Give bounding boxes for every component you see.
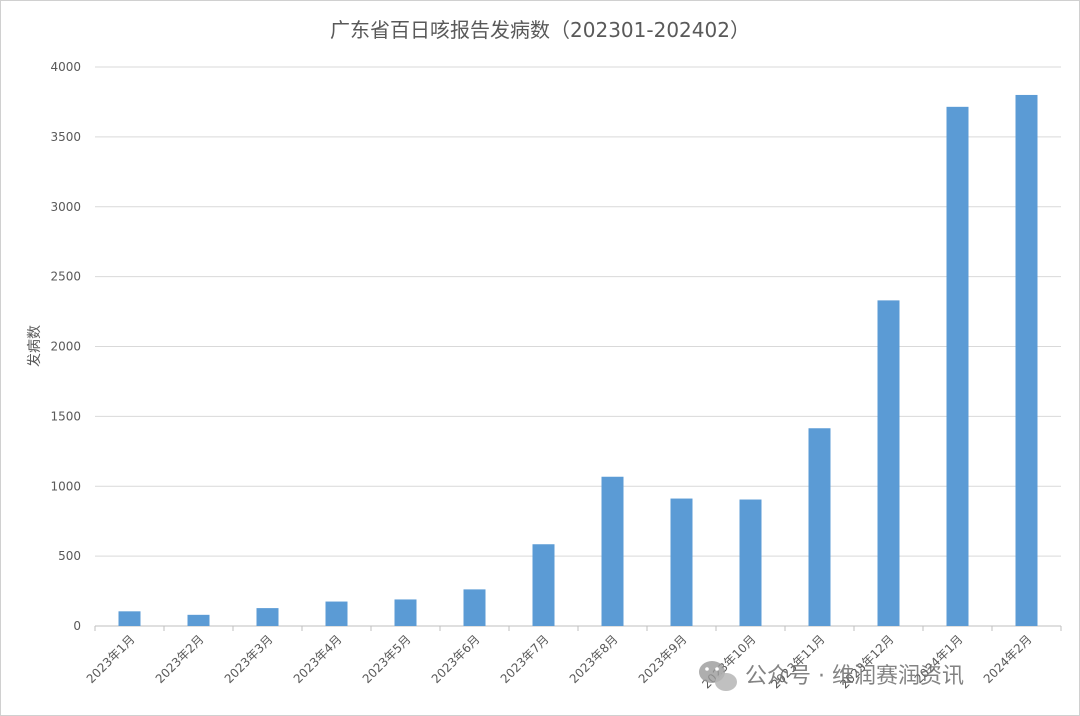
bars [118, 94, 1038, 627]
y-tick-label: 2000 [50, 340, 81, 354]
watermark: 公众号 · 维润赛润资讯 [699, 661, 964, 691]
x-tick-label: 2023年1月 [84, 632, 138, 686]
bar [1015, 94, 1038, 626]
bar [808, 428, 831, 626]
bar [118, 611, 141, 626]
bar [256, 608, 279, 626]
y-tick-label: 1000 [50, 479, 81, 493]
wechat-icon [699, 661, 737, 691]
bar [394, 599, 417, 626]
bar [325, 601, 348, 626]
y-tick-label: 0 [73, 619, 81, 633]
x-tick-label: 2023年6月 [429, 632, 483, 686]
x-tick-label: 2023年3月 [222, 632, 276, 686]
y-tick-label: 2500 [50, 270, 81, 284]
y-axis-ticks: 0 500 1000 1500 2000 2500 3000 3500 4000 [50, 60, 81, 633]
gridlines [95, 66, 1061, 627]
x-tick-label: 2023年5月 [360, 632, 414, 686]
y-axis-label: 发病数 [27, 325, 43, 367]
y-tick-label: 500 [58, 549, 81, 563]
bar [463, 589, 486, 626]
x-tick-label: 2023年7月 [498, 632, 552, 686]
bar [739, 499, 762, 626]
bar [532, 544, 555, 626]
y-tick-label: 3500 [50, 130, 81, 144]
x-tick-label: 2023年8月 [567, 632, 621, 686]
watermark-text: 公众号 · 维润赛润资讯 [745, 664, 964, 689]
x-tick-label: 2024年2月 [981, 632, 1035, 686]
bar [670, 498, 693, 626]
y-tick-label: 3000 [50, 200, 81, 214]
x-tick-label: 2023年4月 [291, 632, 345, 686]
chart-title: 广东省百日咳报告发病数（202301-202402） [330, 18, 750, 42]
bar [946, 106, 969, 627]
bar [877, 300, 900, 626]
y-tick-label: 4000 [50, 60, 81, 74]
x-tick-label: 2023年9月 [636, 632, 690, 686]
bar [187, 614, 210, 626]
x-tick-label: 2023年2月 [153, 632, 207, 686]
y-tick-label: 1500 [50, 409, 81, 423]
bar [601, 476, 624, 626]
